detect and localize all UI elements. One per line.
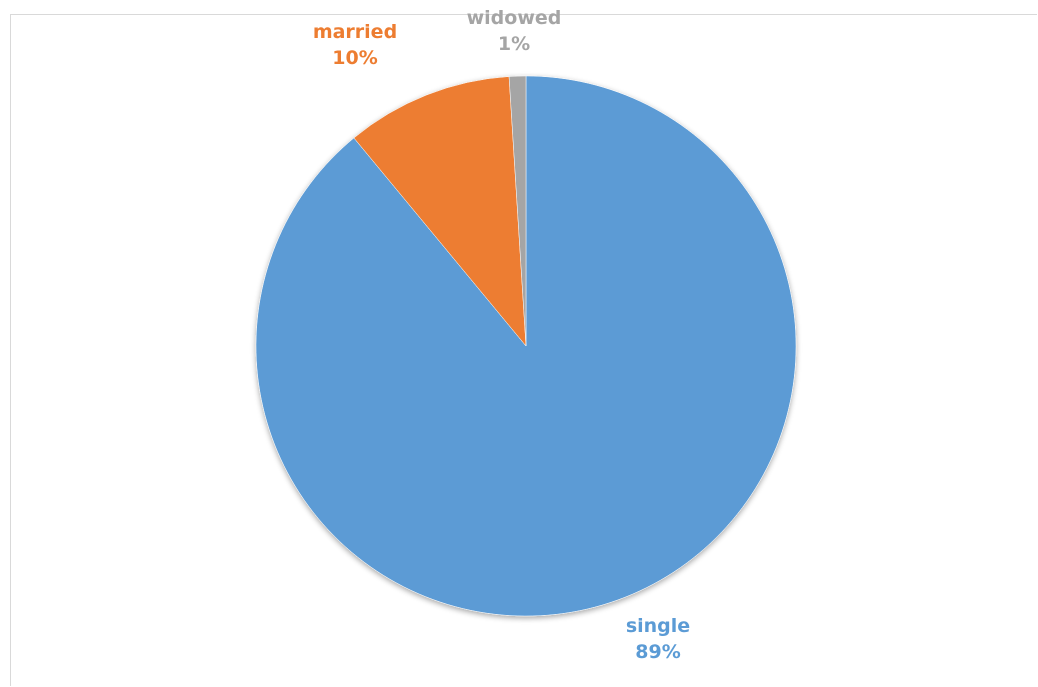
pie-slice-widowed — [508, 75, 527, 347]
pie-slices — [255, 75, 797, 617]
slice-label-married: married — [313, 21, 397, 43]
pie-labels: single 89% married 10% widowed 1% — [313, 7, 690, 663]
slice-label-widowed: widowed — [467, 7, 562, 29]
slice-value-label-widowed: 1% — [498, 33, 530, 55]
slice-value-label-married: 10% — [332, 47, 377, 69]
pie-slice-married — [353, 76, 527, 347]
slice-label-single: single — [626, 615, 690, 637]
slice-value-label-single: 89% — [635, 641, 680, 663]
